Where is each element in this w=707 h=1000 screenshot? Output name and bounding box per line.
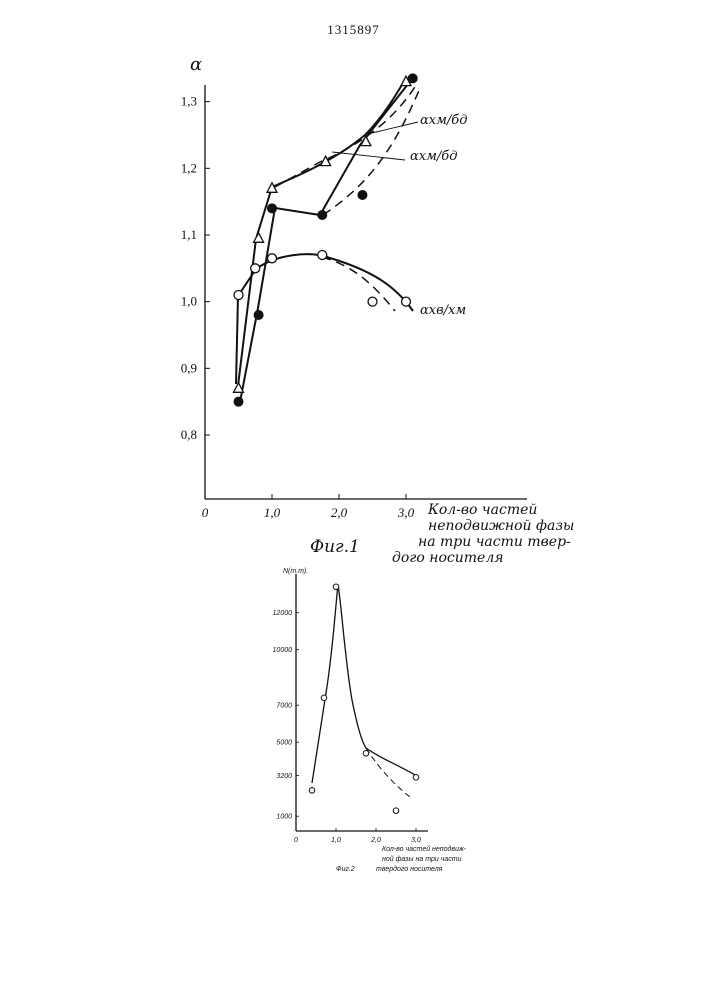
fig2-point-open <box>393 808 399 814</box>
fig2-point-open <box>333 584 339 590</box>
fig2-x-axis-label-line-2: ной фазы на три части <box>382 855 462 863</box>
fig1-y-tick-label: 1,3 <box>181 94 197 109</box>
fig1-point-triangle <box>254 233 264 243</box>
fig2-x-axis-label-line-1: Кол-во частей неподвиж- <box>382 845 467 853</box>
fig1-curve-open <box>236 254 413 384</box>
fig1-leader-2 <box>332 152 405 160</box>
chart-fig2: N(т.т). Кол-во частей неподвиж- ной фазы… <box>273 568 467 873</box>
fig2-y-tick-label: 3200 <box>276 773 292 780</box>
fig1-x-axis-label-line-2: неподвижной фазы <box>428 518 574 534</box>
fig1-point-open <box>234 290 243 299</box>
fig2-caption: Фиг.2 <box>336 866 355 873</box>
fig1-x-tick-label: 1,0 <box>264 505 281 520</box>
fig1-point-filled <box>318 210 327 219</box>
fig2-x-tick-label: 3,0 <box>411 837 421 844</box>
fig1-y-tick-label: 1,1 <box>181 227 197 242</box>
fig1-y-axis-label: α <box>190 54 202 75</box>
fig2-x-tick-label: 0 <box>294 837 298 844</box>
fig2-point-open <box>413 775 419 781</box>
fig1-point-open <box>318 250 327 259</box>
fig1-leader-1 <box>372 122 418 133</box>
fig1-point-filled <box>234 397 243 406</box>
fig1-y-tick-label: 1,2 <box>181 160 197 175</box>
fig2-x-tick-label: 2,0 <box>370 837 381 844</box>
fig1-x-axis-label-line-3: на три части твер- <box>418 534 571 550</box>
fig2-y-tick-label: 12000 <box>273 610 293 617</box>
fig2-point-open <box>363 751 369 757</box>
fig1-series-label-triangle: αхм/бд <box>420 113 467 128</box>
fig1-caption: Фиг.1 <box>310 537 360 557</box>
fig1-point-filled <box>408 74 417 83</box>
fig2-point-open <box>309 788 315 794</box>
fig2-dashed-curve <box>366 748 410 797</box>
fig1-point-open <box>402 297 411 306</box>
fig2-y-tick-label: 5000 <box>276 740 292 747</box>
fig1-series-label-filled: αхм/бд <box>410 149 457 164</box>
fig1-x-axis-label-line-4: дого носителя <box>392 550 504 566</box>
fig1-dashed-lower <box>322 257 395 311</box>
fig2-y-tick-label: 10000 <box>273 647 293 654</box>
fig1-curve-triangle <box>238 78 406 386</box>
fig1-x-tick-label: 3,0 <box>397 505 415 520</box>
fig1-x-axis-label-line-1: Кол-во частей <box>427 502 537 518</box>
fig1-point-open <box>368 297 377 306</box>
fig1-x-tick-label: 2,0 <box>331 505 348 520</box>
fig2-x-axis-label-line-3: твердого носителя <box>376 865 443 873</box>
fig1-y-tick-label: 1,0 <box>181 294 197 309</box>
fig2-y-axis-label: N(т.т). <box>283 568 308 575</box>
fig2-point-open <box>321 695 327 701</box>
fig1-x-tick-label: 0 <box>202 505 209 520</box>
fig1-y-tick-label: 0,8 <box>181 427 197 442</box>
fig2-x-tick-label: 1,0 <box>331 837 341 844</box>
fig1-point-open <box>251 264 260 273</box>
fig1-point-filled <box>268 204 277 213</box>
fig1-point-filled <box>358 190 367 199</box>
fig1-dashed-middle <box>323 88 420 215</box>
fig1-point-filled <box>254 310 263 319</box>
fig1-series-label-open: αхв/хм <box>420 303 466 318</box>
chart-fig1: α αхм/бд αхм/бд αхв/хм Кол-во частей неп… <box>181 54 575 566</box>
fig1-point-open <box>268 254 277 263</box>
fig2-y-tick-label: 1000 <box>276 814 292 821</box>
fig1-curve-filled <box>240 79 412 402</box>
fig2-y-tick-label: 7000 <box>276 703 292 710</box>
fig1-y-tick-label: 0,9 <box>181 360 197 375</box>
